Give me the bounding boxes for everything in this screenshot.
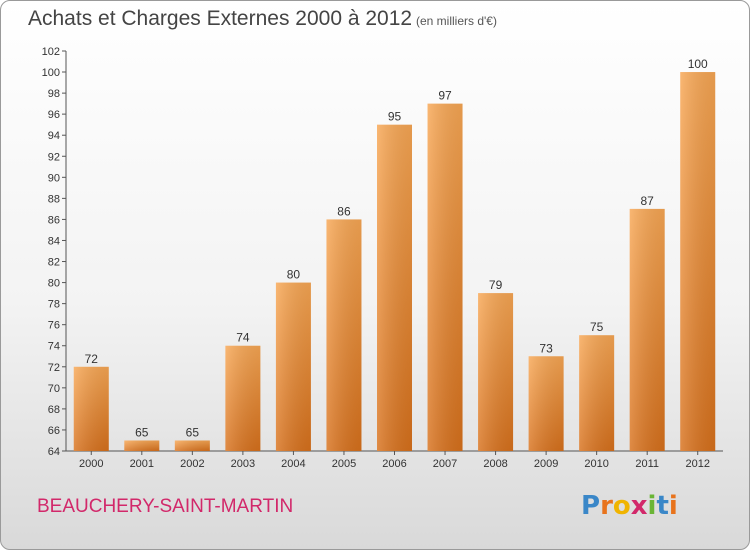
y-tick-label: 98 bbox=[48, 88, 60, 100]
y-tick-label: 64 bbox=[48, 446, 60, 458]
bar-shade bbox=[680, 72, 716, 451]
bar-value-label: 80 bbox=[287, 268, 301, 282]
y-tick-label: 78 bbox=[48, 299, 60, 311]
bar-value-label: 97 bbox=[438, 89, 452, 103]
y-tick-label: 80 bbox=[48, 278, 60, 290]
y-tick-label: 102 bbox=[42, 46, 60, 58]
y-tick-label: 70 bbox=[48, 383, 60, 395]
y-tick-label: 96 bbox=[48, 109, 60, 121]
x-tick-label: 2005 bbox=[332, 458, 356, 470]
y-tick-label: 86 bbox=[48, 214, 60, 226]
x-tick-label: 2010 bbox=[584, 458, 608, 470]
bar-shade bbox=[478, 293, 514, 451]
y-tick-label: 72 bbox=[48, 362, 60, 374]
bar-value-label: 75 bbox=[590, 320, 604, 334]
bar-shade bbox=[579, 335, 615, 451]
x-tick-label: 2004 bbox=[281, 458, 305, 470]
y-tick-label: 66 bbox=[48, 425, 60, 437]
bar-shade bbox=[377, 124, 412, 452]
x-tick-label: 2006 bbox=[382, 458, 406, 470]
logo-letter: x bbox=[630, 491, 648, 521]
y-tick-label: 76 bbox=[48, 320, 60, 332]
bar-value-label: 86 bbox=[337, 204, 351, 218]
logo-letter: r bbox=[600, 491, 613, 521]
y-tick-label: 68 bbox=[48, 404, 60, 416]
y-tick-label: 84 bbox=[48, 235, 60, 247]
commune-name: BEAUCHERY-SAINT-MARTIN bbox=[37, 496, 294, 517]
y-tick-label: 82 bbox=[48, 257, 60, 269]
x-tick-label: 2002 bbox=[180, 458, 204, 470]
x-tick-label: 2008 bbox=[483, 458, 507, 470]
bar-shade bbox=[174, 440, 210, 451]
x-tick-label: 2000 bbox=[79, 458, 103, 470]
bar-value-label: 65 bbox=[186, 425, 200, 439]
bar-shade bbox=[73, 366, 109, 451]
y-tick-label: 100 bbox=[42, 67, 60, 79]
bar-shade bbox=[326, 219, 362, 451]
bar-shade bbox=[528, 356, 564, 451]
y-tick-label: 90 bbox=[48, 172, 60, 184]
y-tick-label: 92 bbox=[48, 151, 60, 163]
y-tick-label: 74 bbox=[48, 341, 60, 353]
x-tick-label: 2007 bbox=[433, 458, 457, 470]
logo-letter: i bbox=[647, 491, 657, 521]
bar-value-label: 74 bbox=[236, 331, 250, 345]
x-tick-label: 2009 bbox=[534, 458, 558, 470]
bar-shade bbox=[427, 103, 463, 451]
chart-title: Achats et Charges Externes 2000 à 2012 bbox=[28, 7, 413, 30]
bar-value-label: 95 bbox=[388, 110, 402, 124]
bar-shade bbox=[225, 345, 261, 451]
bar-shade bbox=[124, 440, 160, 451]
bar-value-label: 87 bbox=[641, 194, 655, 208]
x-tick-label: 2001 bbox=[130, 458, 154, 470]
bar-shade bbox=[629, 208, 665, 451]
logo-letter: t bbox=[656, 491, 669, 521]
logo-letter: P bbox=[581, 491, 601, 521]
bar-value-label: 65 bbox=[135, 425, 149, 439]
x-tick-label: 2012 bbox=[685, 458, 709, 470]
bar-value-label: 100 bbox=[688, 57, 708, 71]
y-tick-label: 88 bbox=[48, 193, 60, 205]
x-tick-label: 2003 bbox=[231, 458, 255, 470]
x-tick-label: 2011 bbox=[635, 458, 659, 470]
y-tick-label: 94 bbox=[48, 130, 60, 142]
bar-value-label: 73 bbox=[539, 341, 553, 355]
logo-letter: o bbox=[612, 491, 631, 521]
bar-shade bbox=[275, 282, 311, 451]
bar-value-label: 79 bbox=[489, 278, 503, 292]
proxiti-logo: Proxiti bbox=[581, 491, 678, 521]
chart-subtitle: (en milliers d'€) bbox=[416, 14, 497, 28]
logo-letter: i bbox=[668, 491, 678, 521]
bar-value-label: 72 bbox=[85, 352, 99, 366]
